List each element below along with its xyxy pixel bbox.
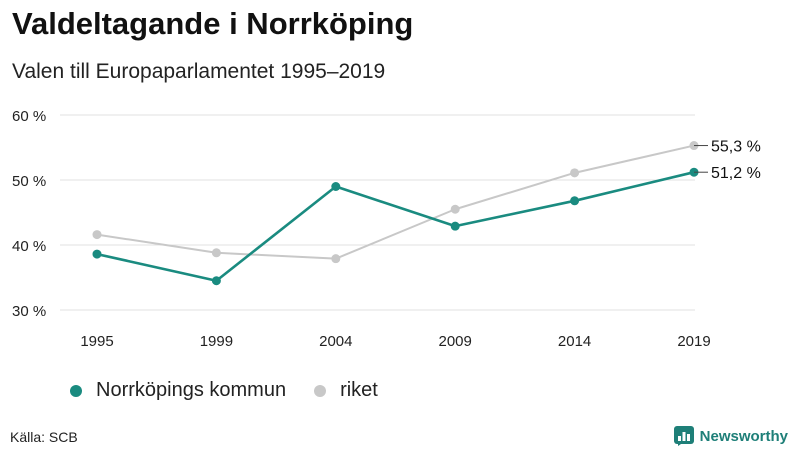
x-tick-label: 2019 [677,333,710,350]
grid-lines [60,114,695,311]
data-point [331,182,341,191]
legend-item-riket: riket [314,379,378,402]
series-norrkoping [92,167,699,286]
data-point [211,276,221,286]
end-label: 51,2 % [711,165,761,182]
x-tick-label: 2004 [319,333,352,350]
x-tick-label: 2014 [558,333,591,350]
data-point [92,249,102,259]
legend: Norrköpings kommun riket [70,379,406,402]
legend-dot-riket [314,384,327,397]
legend-label-riket: riket [340,379,378,401]
data-point [331,254,341,264]
end-label: 55,3 % [711,139,761,156]
data-point [570,196,580,206]
x-tick-label: 2009 [439,333,472,350]
x-tick-label: 1995 [80,333,113,350]
legend-label-norrkoping: Norrköpings kommun [96,379,287,401]
data-point [570,168,580,178]
newsworthy-logo-icon [673,426,694,446]
legend-dot-norrkoping [70,384,82,397]
series-riket [92,141,699,264]
legend-item-norrkoping: Norrköpings kommun [70,379,286,402]
data-point [92,230,102,240]
series-line [96,170,695,283]
data-point [211,248,221,258]
axis-labels: 30 % 40 % 50 % 60 % 1995 1999 2004 2009 2014 2019 [12,108,711,350]
data-point [450,221,460,231]
series-layer [92,141,699,286]
series-line [96,144,695,260]
chart-title: Valdeltagande i Norrköping [12,6,414,41]
brand-logo[interactable]: Newsworthy [673,426,788,446]
y-tick-label: 30 % [12,303,46,320]
end-labels: 55,3 % 51,2 % [694,139,761,182]
source-note: Källa: SCB [10,429,78,445]
y-tick-label: 60 % [12,108,46,125]
data-point [450,204,460,214]
x-tick-label: 1999 [200,333,233,350]
y-tick-label: 50 % [12,173,46,190]
brand-name: Newsworthy [699,427,788,445]
chart-subtitle: Valen till Europaparlamentet 1995–2019 [12,60,386,83]
y-tick-label: 40 % [12,238,46,255]
